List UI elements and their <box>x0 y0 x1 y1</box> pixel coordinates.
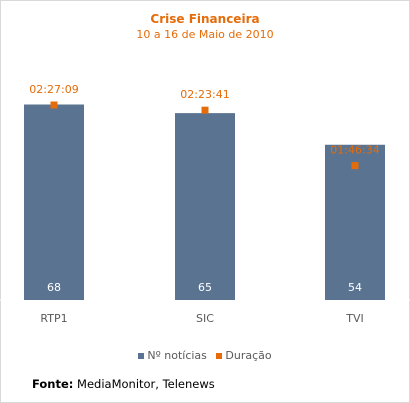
duration-label: 01:46:34 <box>330 144 379 157</box>
legend-label-duration: Duração <box>225 349 272 362</box>
chart-title: Crise Financeira <box>150 12 260 26</box>
duration-marker <box>201 106 209 114</box>
legend-item-duration: Duração <box>216 349 272 362</box>
bar-sic <box>175 113 235 300</box>
duration-label: 02:23:41 <box>180 88 229 101</box>
bar-value-label: 54 <box>348 281 362 294</box>
x-tick-label: RTP1 <box>40 312 67 325</box>
x-tick-label: SIC <box>196 312 214 325</box>
duration-marker <box>351 162 359 170</box>
legend-swatch-duration <box>216 353 223 359</box>
chart-subtitle: 10 a 16 de Maio de 2010 <box>136 28 274 41</box>
duration-marker <box>50 101 58 109</box>
source-note: Fonte: MediaMonitor, Telenews <box>32 377 215 391</box>
source-text: MediaMonitor, Telenews <box>77 377 215 391</box>
bar-value-label: 68 <box>47 281 61 294</box>
source-label: Fonte: <box>32 377 74 391</box>
legend-item-count: Nº notícias <box>138 349 207 362</box>
x-tick-label: TVI <box>345 312 364 325</box>
duration-label: 02:27:09 <box>29 83 78 96</box>
bar-rtp1 <box>24 104 84 300</box>
bar-tvi <box>325 144 385 300</box>
legend-label-count: Nº notícias <box>147 349 207 362</box>
chart-legend: Nº notícias Duração <box>0 349 410 362</box>
legend-swatch-count <box>138 353 145 359</box>
bar-value-label: 65 <box>198 281 212 294</box>
